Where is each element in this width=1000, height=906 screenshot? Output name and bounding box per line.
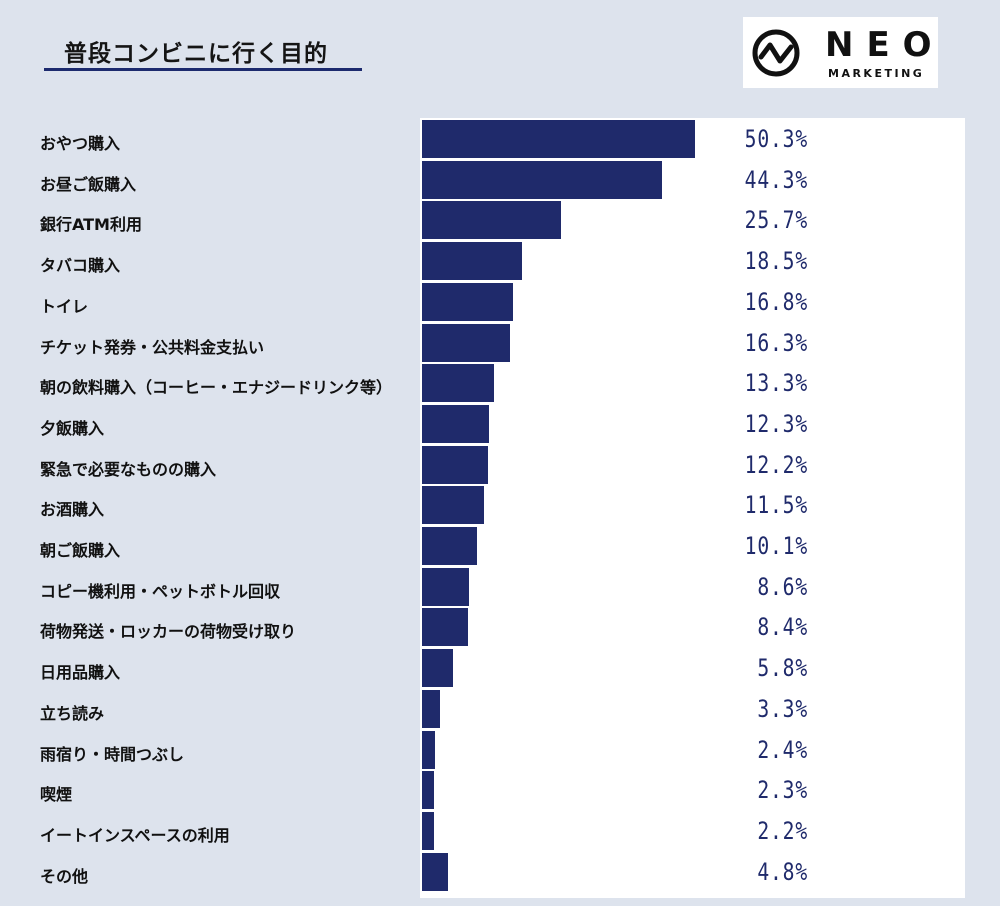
category-label: 喫煙 (40, 785, 73, 805)
category-label: トイレ (40, 296, 89, 316)
value-label: 8.6% (757, 572, 808, 601)
bar (422, 323, 511, 362)
chart-title: 普段コンビニに行く目的 (64, 41, 328, 67)
bar (422, 201, 562, 240)
value-label: 4.8% (757, 857, 808, 886)
bar (422, 160, 663, 199)
category-label: 荷物発送・ロッカーの荷物受け取り (40, 622, 297, 642)
title-underline (44, 68, 362, 71)
category-label: 朝の飲料購入（コーヒー・エナジードリンク等） (40, 378, 393, 398)
value-label: 3.3% (757, 694, 808, 723)
logo-wave-icon (752, 29, 800, 77)
bar (422, 689, 440, 728)
value-label: 44.3% (744, 165, 808, 194)
bar (422, 811, 434, 850)
bar (422, 404, 489, 443)
bar (422, 282, 514, 321)
bar (422, 608, 468, 647)
bar (422, 120, 695, 158)
value-label: 18.5% (744, 247, 808, 276)
bar (422, 771, 435, 810)
category-label: お昼ご飯購入 (40, 174, 137, 194)
bar (422, 730, 435, 769)
bar (422, 527, 477, 565)
bar (422, 445, 489, 484)
logo-subtitle: MARKETING (828, 67, 925, 80)
category-label: チケット発券・公共料金支払い (40, 337, 265, 357)
category-label: 日用品購入 (40, 663, 121, 683)
value-label: 11.5% (744, 491, 808, 520)
logo-wordmark: NEO (825, 25, 945, 65)
value-label: 2.3% (757, 776, 808, 805)
category-label: 朝ご飯購入 (40, 541, 121, 560)
value-label: 25.7% (744, 206, 808, 235)
category-label: 立ち読み (40, 703, 105, 723)
category-label: タバコ購入 (40, 256, 121, 276)
value-label: 12.2% (744, 450, 808, 479)
category-label: お酒購入 (40, 500, 105, 520)
neo-marketing-logo: NEO MARKETING (743, 17, 938, 88)
value-label: 13.3% (744, 369, 808, 398)
bar (422, 486, 485, 525)
category-label: その他 (40, 866, 89, 886)
value-label: 16.8% (744, 287, 808, 316)
category-label: イートインスペースの利用 (40, 825, 230, 845)
value-label: 2.4% (757, 735, 808, 764)
bar (422, 567, 469, 606)
value-label: 12.3% (744, 409, 808, 438)
value-label: 2.2% (757, 816, 808, 845)
value-label: 50.3% (744, 125, 808, 153)
category-label: コピー機利用・ペットボトル回収 (40, 581, 281, 601)
bar (422, 649, 454, 688)
category-label: 雨宿り・時間つぶし (40, 744, 185, 764)
value-label: 16.3% (744, 328, 808, 357)
category-label: 緊急で必要なものの購入 (40, 459, 217, 479)
category-label: 夕飯購入 (40, 418, 105, 438)
value-label: 10.1% (744, 532, 808, 560)
value-label: 8.4% (757, 613, 808, 642)
bar (422, 852, 449, 891)
category-label: 銀行ATM利用 (40, 215, 142, 235)
value-label: 5.8% (757, 654, 808, 683)
category-label: おやつ購入 (40, 134, 121, 153)
bar (422, 242, 523, 281)
bar (422, 364, 495, 403)
